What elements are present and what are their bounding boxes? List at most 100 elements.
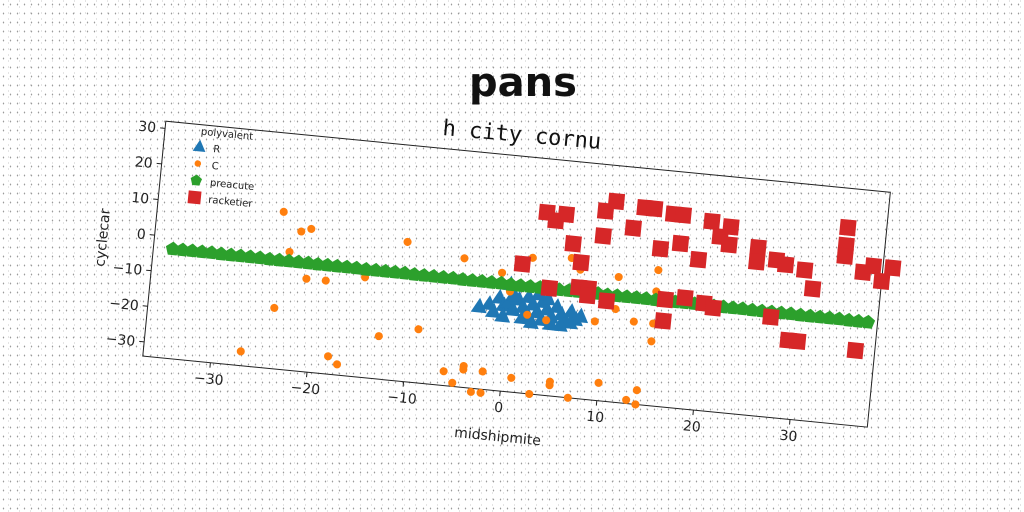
data-point-racketier — [836, 247, 854, 265]
y-tick-label: 10 — [131, 190, 150, 208]
data-point-racketier — [704, 299, 722, 317]
data-point-C — [332, 360, 342, 369]
data-point-racketier — [883, 259, 902, 277]
data-point-preacute — [243, 249, 258, 264]
data-point-racketier — [676, 289, 694, 307]
series-R — [470, 275, 589, 332]
data-point-C — [476, 388, 485, 397]
data-point-racketier — [846, 341, 865, 360]
data-point-C — [542, 316, 551, 325]
data-point-R — [513, 309, 530, 325]
x-tick-label: 10 — [586, 409, 605, 427]
data-point-C — [525, 389, 534, 399]
data-point-racketier — [572, 253, 590, 272]
y-tick-label: −20 — [108, 296, 139, 315]
data-point-preacute — [484, 274, 499, 289]
data-point-preacute — [822, 310, 837, 325]
data-point-racketier — [564, 235, 582, 253]
x-tick-label: 20 — [682, 418, 701, 436]
data-point-preacute — [185, 243, 200, 258]
data-point-racketier — [864, 257, 883, 275]
data-point-racketier — [839, 218, 857, 237]
data-point-C — [631, 400, 640, 409]
data-point-racketier — [703, 212, 721, 231]
data-point-C — [297, 227, 306, 236]
data-point-R — [494, 307, 511, 323]
data-point-racketier — [788, 332, 807, 351]
data-point-preacute — [320, 257, 335, 272]
data-point-C — [523, 310, 532, 319]
data-point-C — [507, 373, 516, 382]
data-point-preacute — [725, 300, 740, 315]
y-tick-label: 30 — [138, 119, 157, 137]
data-point-preacute — [523, 279, 538, 294]
data-point-C — [448, 378, 457, 387]
legend-label-R: R — [213, 144, 221, 156]
data-point-preacute — [358, 261, 374, 276]
data-point-C — [279, 207, 288, 216]
data-point-preacute — [803, 308, 818, 323]
data-point-R — [484, 302, 501, 319]
data-point-preacute — [735, 301, 750, 316]
data-point-C — [647, 337, 656, 346]
data-point-racketier — [747, 253, 766, 271]
data-point-preacute — [301, 255, 316, 270]
data-point-R — [470, 297, 487, 314]
data-point-racketier — [749, 238, 767, 257]
x-axis-label: midshipmite — [453, 425, 541, 449]
data-point-C — [590, 317, 599, 326]
legend-marker-racketier — [187, 190, 202, 205]
legend-label-racketier: racketier — [208, 195, 254, 210]
data-point-C — [414, 325, 423, 334]
data-point-preacute — [619, 289, 634, 304]
data-point-C — [302, 274, 311, 283]
data-point-racketier — [540, 279, 559, 297]
data-point-R — [520, 288, 537, 304]
data-point-preacute — [175, 242, 190, 257]
legend-label-preacute: preacute — [209, 178, 254, 193]
data-point-preacute — [793, 307, 808, 322]
data-point-racketier — [651, 240, 670, 258]
data-point-racketier — [513, 255, 532, 273]
data-point-racketier — [674, 206, 693, 224]
data-point-preacute — [513, 278, 528, 293]
data-point-racketier — [624, 219, 642, 237]
data-point-C — [629, 317, 638, 326]
data-point-preacute — [860, 314, 876, 329]
data-point-preacute — [851, 313, 866, 328]
data-point-preacute — [426, 269, 441, 283]
data-point-R — [539, 290, 556, 306]
data-point-racketier — [557, 205, 576, 224]
data-point-R — [505, 286, 522, 303]
y-tick-label: −30 — [105, 331, 136, 350]
data-point-racketier — [722, 218, 740, 236]
data-point-preacute — [465, 273, 480, 288]
legend-marker-preacute — [190, 174, 203, 186]
plot-marks — [165, 192, 902, 409]
data-point-preacute — [281, 253, 296, 268]
data-point-preacute — [436, 269, 451, 284]
data-point-preacute — [831, 311, 847, 326]
data-point-racketier — [671, 234, 690, 253]
chart-title: pans — [469, 60, 577, 106]
data-point-preacute — [503, 277, 518, 292]
data-point-C — [478, 367, 487, 376]
data-point-preacute — [272, 252, 287, 267]
data-point-racketier — [597, 292, 616, 310]
plot-area-frame — [142, 120, 891, 428]
data-point-R — [551, 316, 568, 332]
data-point-C — [321, 276, 330, 285]
data-point-preacute — [214, 246, 229, 261]
axes: −30 −20 −10 0 10 20 30 −30 −20 −10 0 10 20 30 — [105, 119, 798, 446]
data-point-preacute — [397, 265, 412, 280]
data-point-preacute — [474, 274, 490, 289]
x-tick-label: −20 — [290, 380, 321, 399]
data-point-preacute — [339, 259, 354, 274]
data-point-racketier — [656, 290, 674, 309]
data-point-racketier — [803, 280, 822, 298]
data-point-preacute — [416, 268, 432, 282]
data-point-preacute — [407, 267, 422, 281]
data-point-preacute — [812, 309, 827, 324]
chart-subtitle: h city cornu — [442, 116, 603, 155]
